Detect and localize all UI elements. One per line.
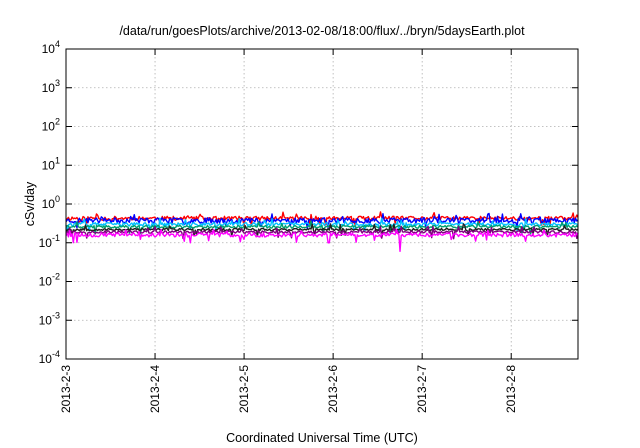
x-tick-label: 2013-2-3: [59, 365, 73, 413]
y-tick-label: 10-2: [39, 272, 60, 289]
y-tick-label: 102: [42, 117, 60, 134]
y-tick-label: 100: [42, 194, 60, 211]
y-axis-title: cSv/day: [23, 181, 37, 226]
y-tick-label: 103: [42, 78, 60, 95]
x-tick-label: 2013-2-7: [415, 365, 429, 413]
y-tick-label: 104: [42, 39, 60, 56]
x-tick-labels: 2013-2-3 2013-2-4 2013-2-5 2013-2-6 2013-2-7…: [59, 365, 518, 413]
y-tick-label: 10-3: [39, 310, 60, 327]
x-tick-label: 2013-2-6: [326, 365, 340, 413]
series-layer: [65, 211, 579, 253]
y-tick-labels: 10-4 10-3 10-2 10-1 100 101 102 103 104: [39, 39, 60, 366]
x-tick-label: 2013-2-8: [504, 365, 518, 413]
series-line-1: [65, 211, 579, 227]
y-tick-label: 10-1: [39, 233, 60, 250]
series-line-7: [65, 228, 579, 253]
x-axis-title: Coordinated Universal Time (UTC): [226, 431, 418, 445]
grid-layer: [66, 49, 578, 359]
series-line-6: [65, 225, 579, 240]
chart-title: /data/run/goesPlots/archive/2013-02-08/1…: [119, 24, 525, 38]
series-line-3: [65, 217, 579, 233]
series-line-4: [65, 220, 579, 235]
x-tick-label: 2013-2-4: [148, 365, 162, 413]
x-tick-label: 2013-2-5: [237, 365, 251, 413]
y-tick-label: 10-4: [39, 349, 60, 366]
y-tick-label: 101: [42, 155, 60, 172]
tick-layer: [65, 48, 578, 360]
